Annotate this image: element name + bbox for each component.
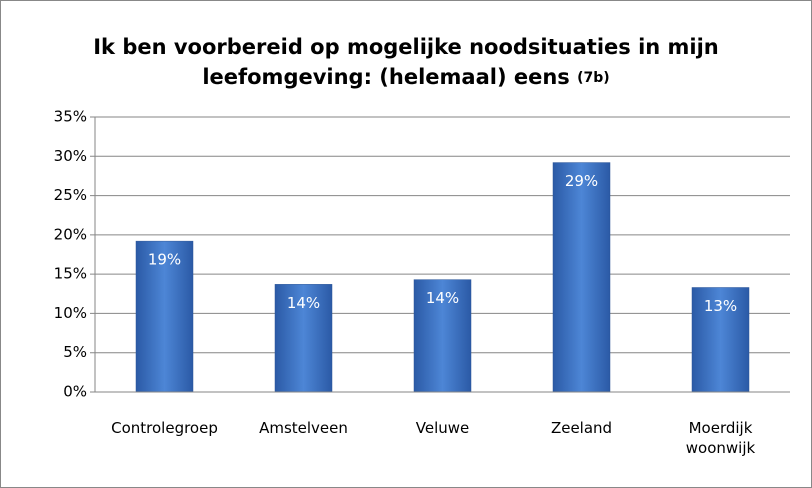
y-tick-label: 25% [54, 186, 87, 204]
value-label: 19% [148, 251, 181, 269]
bar [552, 162, 611, 393]
bar [274, 284, 333, 393]
bar [135, 240, 194, 393]
bar [413, 279, 472, 393]
y-tick-label: 20% [54, 225, 87, 243]
value-label: 29% [565, 172, 598, 190]
y-tick-label: 5% [63, 343, 87, 361]
x-tick-label: Zeeland [550, 419, 613, 437]
y-tick-label: 30% [54, 147, 87, 165]
x-tick-label: Veluwe [415, 419, 470, 437]
y-tick-label: 10% [54, 304, 87, 322]
x-tick-label: Controlegroep [111, 419, 218, 437]
y-tick-label: 15% [54, 265, 87, 283]
x-tick-label: Amstelveen [259, 419, 348, 437]
value-label: 14% [426, 289, 459, 307]
chart-title-note: (7b) [577, 70, 610, 86]
chart-title: Ik ben voorbereid op mogelijke noodsitua… [93, 35, 719, 89]
x-tick-label: Moerdijk woonwijk [685, 419, 756, 457]
chart-title-line: Ik ben voorbereid op mogelijke noodsitua… [93, 35, 719, 59]
value-label: 13% [704, 297, 737, 315]
chart-title-line: leefomgeving: (helemaal) eens [202, 65, 577, 89]
y-tick-label: 0% [63, 383, 87, 401]
bar [691, 287, 750, 393]
y-tick-label: 35% [54, 108, 87, 126]
value-label: 14% [287, 294, 320, 312]
